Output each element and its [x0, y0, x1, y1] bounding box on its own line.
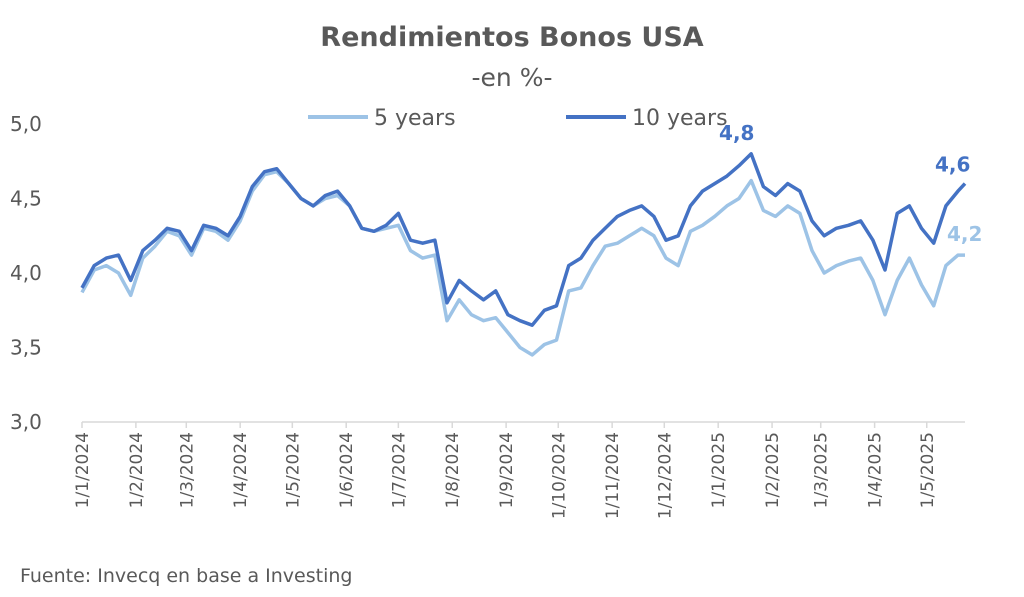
- series-line: [80, 169, 965, 357]
- x-tick-label: 1/10/2024: [549, 432, 569, 519]
- x-tick-label: 1/2/2024: [127, 432, 147, 508]
- series-line: [80, 152, 967, 327]
- y-tick-label: 4,5: [10, 187, 42, 211]
- x-tick-label: 1/2/2025: [763, 432, 783, 508]
- x-tick-label: 1/1/2024: [73, 432, 93, 508]
- x-tick-label: 1/4/2025: [866, 432, 886, 508]
- legend: 5 years 10 years: [308, 106, 728, 131]
- x-axis: 1/1/2024 1/2/2024 1/3/2024 1/4/2024 1/5/2024…: [73, 421, 965, 519]
- legend-label: 5 years: [374, 106, 456, 131]
- data-label: 4,6: [935, 153, 970, 177]
- x-tick-label: 1/12/2024: [655, 432, 675, 519]
- x-tick-label: 1/7/2024: [389, 432, 409, 508]
- series-lines: [80, 152, 967, 357]
- x-tick-label: 1/4/2024: [231, 432, 251, 508]
- x-tick-label: 1/6/2024: [337, 432, 357, 508]
- x-tick-label: 1/5/2025: [918, 432, 938, 508]
- chart-title: Rendimientos Bonos USA: [320, 22, 704, 53]
- x-tick-label: 1/5/2024: [283, 432, 303, 508]
- source-note: Fuente: Invecq en base a Investing: [20, 565, 353, 587]
- y-tick-label: 3,5: [10, 336, 42, 360]
- chart-subtitle: -en %-: [471, 63, 553, 92]
- x-tick-label: 1/9/2024: [497, 432, 517, 508]
- y-axis: 3,0 3,5 4,0 4,5 5,0: [10, 112, 42, 434]
- annotations: 4,8 4,6 4,2: [719, 121, 982, 246]
- x-tick-label: 1/8/2024: [443, 432, 463, 508]
- x-tick-label: 1/11/2024: [603, 432, 623, 519]
- y-tick-label: 3,0: [10, 410, 42, 434]
- data-label: 4,2: [947, 222, 982, 246]
- data-label: 4,8: [719, 121, 754, 145]
- y-tick-label: 5,0: [10, 112, 42, 136]
- x-tick-label: 1/1/2025: [709, 432, 729, 508]
- x-tick-label: 1/3/2025: [812, 432, 832, 508]
- x-tick-label: 1/3/2024: [177, 432, 197, 508]
- y-tick-label: 4,0: [10, 261, 42, 285]
- legend-label: 10 years: [632, 106, 728, 131]
